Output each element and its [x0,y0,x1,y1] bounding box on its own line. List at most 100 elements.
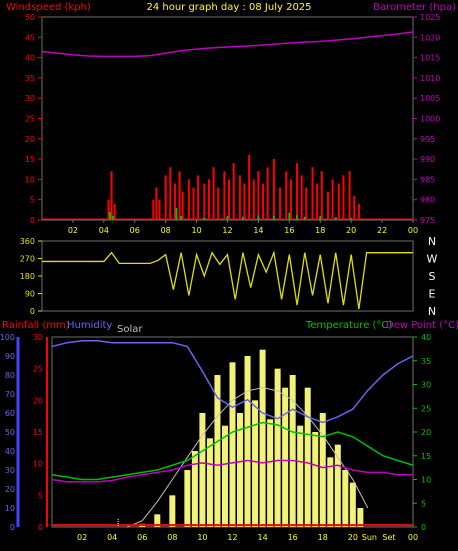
rain-tick-label: 30 [33,333,43,342]
humidity-tick-label: 90 [5,352,15,361]
climate-x-tick-label: Sun [362,533,377,542]
temp-tick-label: 0 [421,523,426,532]
wind-x-tick-label: 22 [377,226,387,235]
barometer-axis-title: Barometer (hpa) [373,2,456,13]
wind-x-tick-label: 16 [284,226,294,235]
humidity-tick-label: 10 [5,504,15,513]
gust-bar [319,215,322,220]
wind-bar [248,155,251,220]
solar-theory-line [127,387,369,528]
wind-x-tick-label: 10 [191,226,201,235]
wind-bar [223,171,226,220]
wind-bar [320,171,323,220]
gust-bar [296,215,299,220]
humidity-tick-label: 100 [0,333,15,342]
direction-tick-label: 270 [20,255,35,264]
temp-tick-label: 40 [421,333,431,342]
baro-tick-label: 1005 [420,94,440,103]
wind-bar [110,171,113,220]
wind-tick-label: 10 [25,175,35,184]
wind-bar [158,199,161,220]
wind-bar [289,179,292,220]
wind-bar [337,183,340,220]
wind-x-tick-label: 02 [68,226,78,235]
baro-tick-label: 1015 [420,54,440,63]
compass-label: S [429,270,436,283]
solar-bar [334,444,341,527]
temp-tick-label: 20 [421,428,431,437]
wind-bar [181,191,184,220]
wind-bar [243,183,246,220]
solar-bar [237,413,244,527]
gust-bar [303,216,306,220]
wind-bar [342,175,345,220]
solar-bar [357,508,364,527]
solar-bar [244,356,251,527]
solar-bar [297,425,304,527]
temp-tick-label: 25 [421,404,431,413]
wind-bar [207,179,210,220]
wind-bar [197,175,200,220]
wind-tick-label: 50 [25,13,35,22]
humidity-tick-label: 80 [5,371,15,380]
gust-bar [180,215,183,220]
climate-x-tick-label: 16 [288,533,298,542]
humidity-axis-title: Humidity [67,320,112,331]
wind-bar [279,187,282,220]
baro-tick-label: 1025 [420,13,440,22]
humidity-tick-label: 20 [5,485,15,494]
humidity-tick-label: 40 [5,447,15,456]
compass-label: W [427,253,438,266]
wind-tick-label: 5 [30,196,35,205]
gust-bar [226,215,229,220]
solar-bar [206,438,213,527]
rain-tick-label: 10 [33,460,43,469]
wind-bar [178,171,181,220]
dewpoint-axis-title: Dew Point (°C) [386,320,458,331]
wind-bar [192,187,195,220]
climate-x-tick-label: 14 [257,533,267,542]
wind-bar [353,195,356,220]
climate-x-tick-label: 02 [77,533,87,542]
climate-x-tick-label: 00 [408,533,418,542]
baro-tick-label: 985 [420,175,435,184]
climate-x-tick-label: 12 [227,533,237,542]
wind-bar [331,179,334,220]
baro-tick-label: 975 [420,216,435,225]
wind-bar [252,179,255,220]
climate-x-tick-label: 18 [318,533,328,542]
gust-bar [272,215,275,220]
baro-tick-label: 995 [420,135,435,144]
solar-bar [319,413,326,527]
baro-tick-label: 990 [420,155,435,164]
gust-bar [350,217,353,220]
wind-tick-label: 20 [25,135,35,144]
direction-tick-label: 0 [30,307,35,316]
wind-tick-label: 45 [25,33,35,42]
solar-bar [191,451,198,527]
humidity-line [51,340,414,424]
wind-tick-label: 0 [30,216,35,225]
wind-tick-label: 30 [25,94,35,103]
wind-bar [272,159,275,220]
wind-x-tick-label: 18 [315,226,325,235]
rain-tick-label: 0 [38,523,43,532]
humidity-tick-label: 70 [5,390,15,399]
rain-tick-label: 15 [33,428,43,437]
wind-bar [316,183,319,220]
solar-bar [252,400,259,527]
humidity-tick-label: 30 [5,466,15,475]
gust-bar [112,215,115,220]
solar-bar [259,349,266,527]
solar-bar [267,419,274,527]
wind-bar [187,179,190,220]
gust-bar [175,207,178,220]
solar-bar [289,375,296,527]
compass-label: N [428,305,436,318]
gust-bar [241,216,244,220]
baro-tick-label: 1000 [420,115,440,124]
climate-x-tick-label: 08 [167,533,177,542]
humidity-tick-label: 50 [5,428,15,437]
wind-bar [217,187,220,220]
